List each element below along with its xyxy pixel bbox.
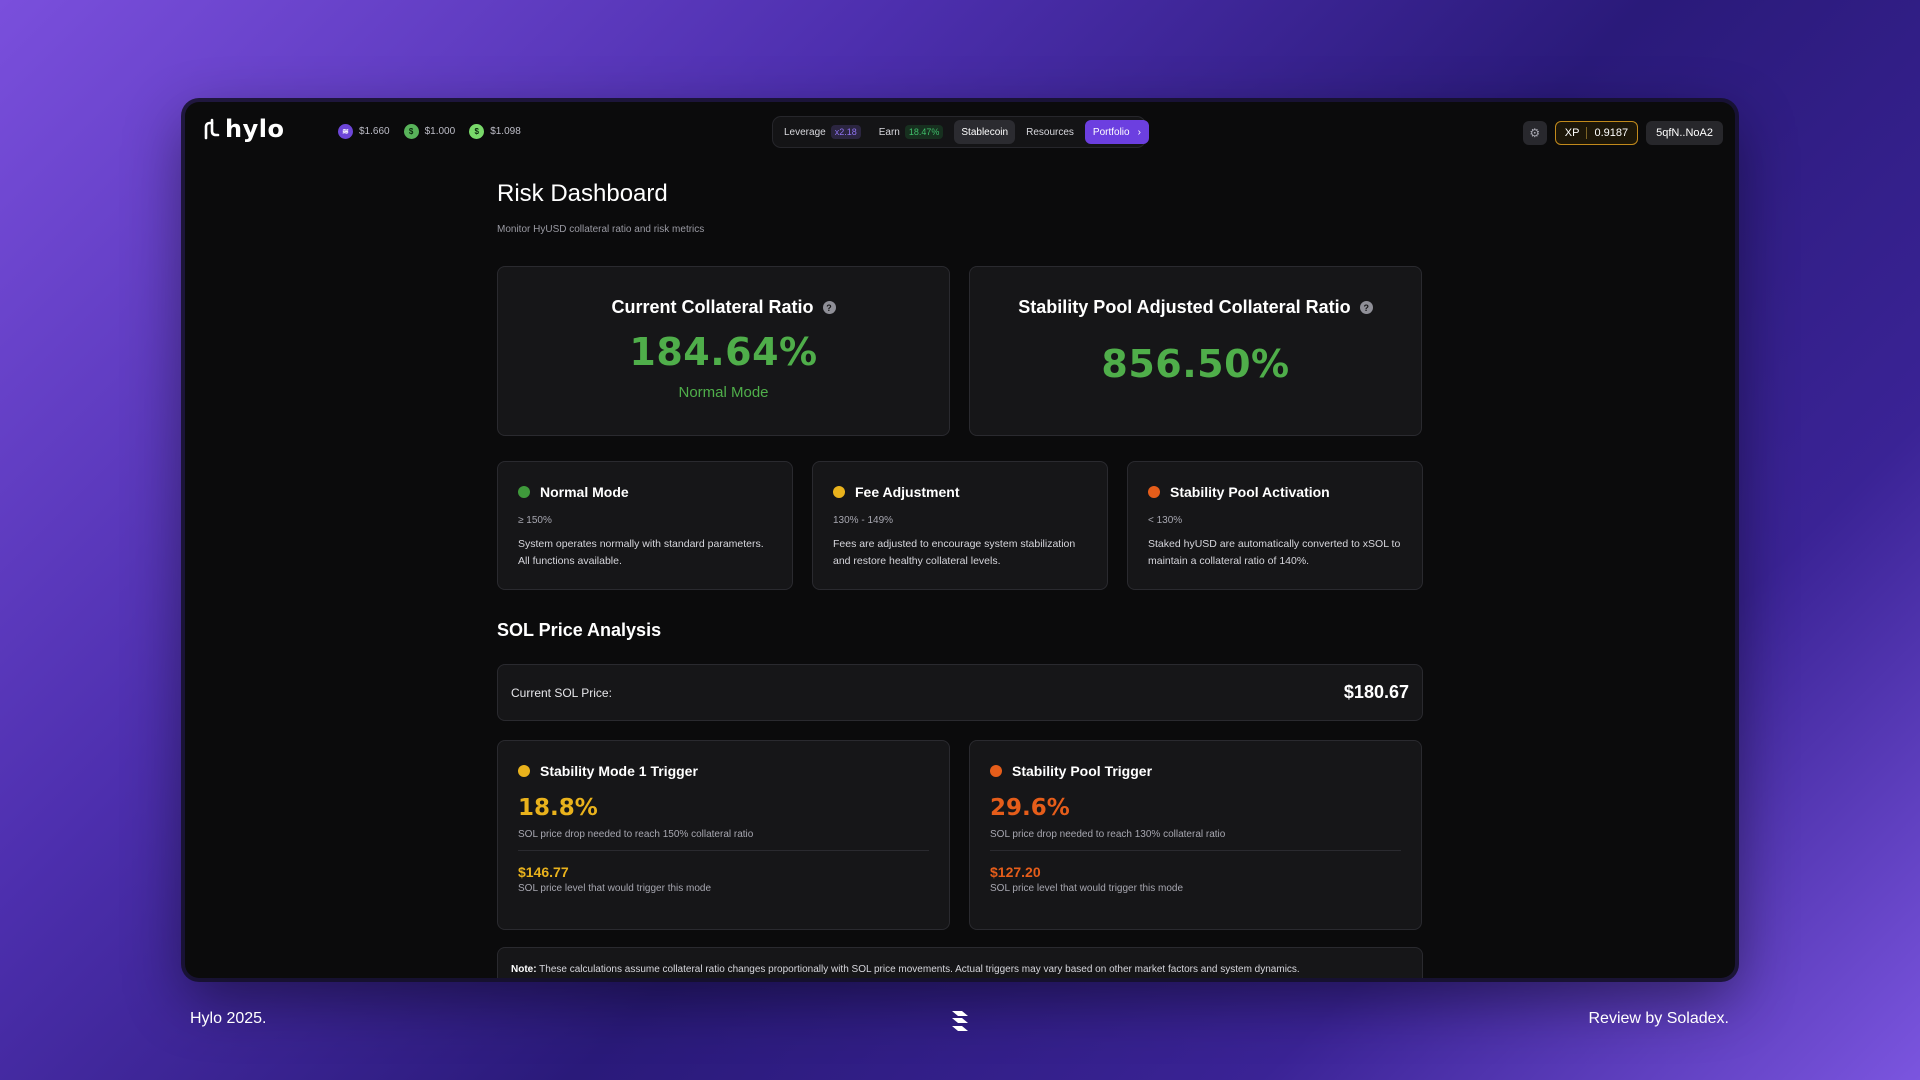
trigger-header: Stability Mode 1 Trigger <box>518 763 929 779</box>
top-navigation: hylo ≋ $1.660 $ $1.000 $ $1.098 Leverage… <box>185 102 1735 158</box>
main-nav: Leverage x2.18 Earn 18.47% Stablecoin Re… <box>772 116 1149 148</box>
mode-description: Fees are adjusted to encourage system st… <box>833 538 1076 567</box>
current-sol-price-card: Current SOL Price: $180.67 <box>497 664 1423 721</box>
mode-range: < 130% <box>1148 515 1183 526</box>
wallet-button[interactable]: 5qfN..NoA2 <box>1646 121 1723 145</box>
mode-title: Fee Adjustment <box>855 484 960 500</box>
card-title-text: Current Collateral Ratio <box>611 297 814 317</box>
mode-header: Fee Adjustment <box>833 484 1087 500</box>
note-card: Note: These calculations assume collater… <box>497 947 1423 978</box>
trigger-percent-desc: SOL price drop needed to reach 130% coll… <box>990 829 1226 840</box>
note-label: Note: <box>511 964 537 975</box>
mode-card-fee-adjustment: Fee Adjustment 130% - 149% Fees are adju… <box>812 461 1108 590</box>
status-dot-icon <box>833 486 845 498</box>
xp-label: XP <box>1564 127 1580 139</box>
header-actions: ⚙ XP 0.9187 5qfN..NoA2 <box>1522 121 1723 145</box>
trigger-percent: 29.6% <box>990 795 1070 821</box>
trigger-title: Stability Pool Trigger <box>1012 763 1153 779</box>
nav-label: Leverage <box>784 126 826 138</box>
trigger-price-desc: SOL price level that would trigger this … <box>990 883 1184 894</box>
page-title: Risk Dashboard <box>497 180 668 207</box>
logo-text: hylo <box>225 115 285 143</box>
mode-description: System operates normally with standard p… <box>518 538 764 567</box>
mode-range: ≥ 150% <box>518 515 552 526</box>
mode-title: Stability Pool Activation <box>1170 484 1330 500</box>
price-value: $1.098 <box>490 126 521 137</box>
page-subtitle: Monitor HyUSD collateral ratio and risk … <box>497 224 705 235</box>
app-window: hylo ≋ $1.660 $ $1.000 $ $1.098 Leverage… <box>185 102 1735 978</box>
nav-leverage[interactable]: Leverage x2.18 <box>777 120 868 144</box>
collateral-ratio-value: 184.64% <box>629 330 818 374</box>
xp-badge[interactable]: XP 0.9187 <box>1554 121 1639 145</box>
trigger-title: Stability Mode 1 Trigger <box>540 763 698 779</box>
mode-card-stability-pool: Stability Pool Activation < 130% Staked … <box>1127 461 1423 590</box>
mode-title: Normal Mode <box>540 484 629 500</box>
footer-credit: Review by Soladex. <box>1588 1010 1729 1027</box>
trigger-header: Stability Pool Trigger <box>990 763 1401 779</box>
usd-coin-icon: $ <box>403 124 419 139</box>
trigger-price-desc: SOL price level that would trigger this … <box>518 883 712 894</box>
xp-value: 0.9187 <box>1594 127 1629 139</box>
stability-pool-ratio-card: Stability Pool Adjusted Collateral Ratio… <box>969 266 1422 436</box>
divider <box>1586 127 1588 139</box>
mode-header: Normal Mode <box>518 484 772 500</box>
current-mode-label: Normal Mode <box>678 384 769 401</box>
stability-pool-ratio-value: 856.50% <box>1101 342 1290 386</box>
token-prices: ≋ $1.660 $ $1.000 $ $1.098 <box>338 124 521 139</box>
divider <box>990 850 1401 851</box>
soladex-logo-icon <box>952 1011 968 1031</box>
mode-header: Stability Pool Activation <box>1148 484 1402 500</box>
section-title: SOL Price Analysis <box>497 620 662 640</box>
status-dot-icon <box>518 765 530 777</box>
hylo-logo[interactable]: hylo <box>203 115 285 143</box>
chevron-right-icon: › <box>1137 126 1141 138</box>
card-title: Stability Pool Adjusted Collateral Ratio… <box>1018 297 1373 318</box>
leverage-badge: x2.18 <box>830 125 861 139</box>
hyusd-coin-icon: ≋ <box>338 124 353 139</box>
mode-range: 130% - 149% <box>833 515 894 526</box>
nav-earn[interactable]: Earn 18.47% <box>872 120 951 144</box>
sol-price-label: Current SOL Price: <box>511 685 612 700</box>
divider <box>518 850 929 851</box>
nav-label: Earn <box>878 126 900 138</box>
trigger-card-stability-pool: Stability Pool Trigger 29.6% SOL price d… <box>969 740 1422 930</box>
help-icon[interactable]: ? <box>1359 301 1373 314</box>
current-collateral-ratio-card: Current Collateral Ratio ? 184.64% Norma… <box>497 266 950 436</box>
earn-badge: 18.47% <box>904 125 944 139</box>
price-hyusd: ≋ $1.660 <box>338 124 390 139</box>
sol-price-value: $180.67 <box>1343 682 1409 702</box>
mode-card-normal: Normal Mode ≥ 150% System operates norma… <box>497 461 793 590</box>
trigger-percent: 18.8% <box>518 795 598 821</box>
trigger-percent-desc: SOL price drop needed to reach 150% coll… <box>518 829 754 840</box>
card-title: Current Collateral Ratio ? <box>611 297 836 318</box>
trigger-price: $146.77 <box>518 864 569 880</box>
mode-description: Staked hyUSD are automatically converted… <box>1148 538 1401 567</box>
nav-resources[interactable]: Resources <box>1026 126 1074 138</box>
price-value: $1.000 <box>424 126 456 137</box>
nav-label: Portfolio <box>1092 126 1130 138</box>
price-usd: $ $1.000 <box>403 124 456 139</box>
status-dot-icon <box>518 486 530 498</box>
gear-icon: ⚙ <box>1529 126 1541 140</box>
trigger-card-stability-mode: Stability Mode 1 Trigger 18.8% SOL price… <box>497 740 950 930</box>
nav-stablecoin[interactable]: Stablecoin <box>954 120 1016 144</box>
price-value: $1.660 <box>359 126 390 137</box>
settings-button[interactable]: ⚙ <box>1522 121 1547 145</box>
card-title-text: Stability Pool Adjusted Collateral Ratio <box>1018 297 1351 317</box>
status-dot-icon <box>1148 486 1160 498</box>
footer-copyright: Hylo 2025. <box>190 1010 267 1027</box>
shyusd-coin-icon: $ <box>469 124 485 139</box>
price-shyusd: $ $1.098 <box>469 124 521 139</box>
trigger-price: $127.20 <box>990 864 1041 880</box>
status-dot-icon <box>990 765 1002 777</box>
nav-portfolio-button[interactable]: Portfolio › <box>1084 120 1149 144</box>
help-icon[interactable]: ? <box>822 301 836 314</box>
hylo-logo-icon <box>204 118 220 140</box>
note-text: These calculations assume collateral rat… <box>536 964 1300 975</box>
